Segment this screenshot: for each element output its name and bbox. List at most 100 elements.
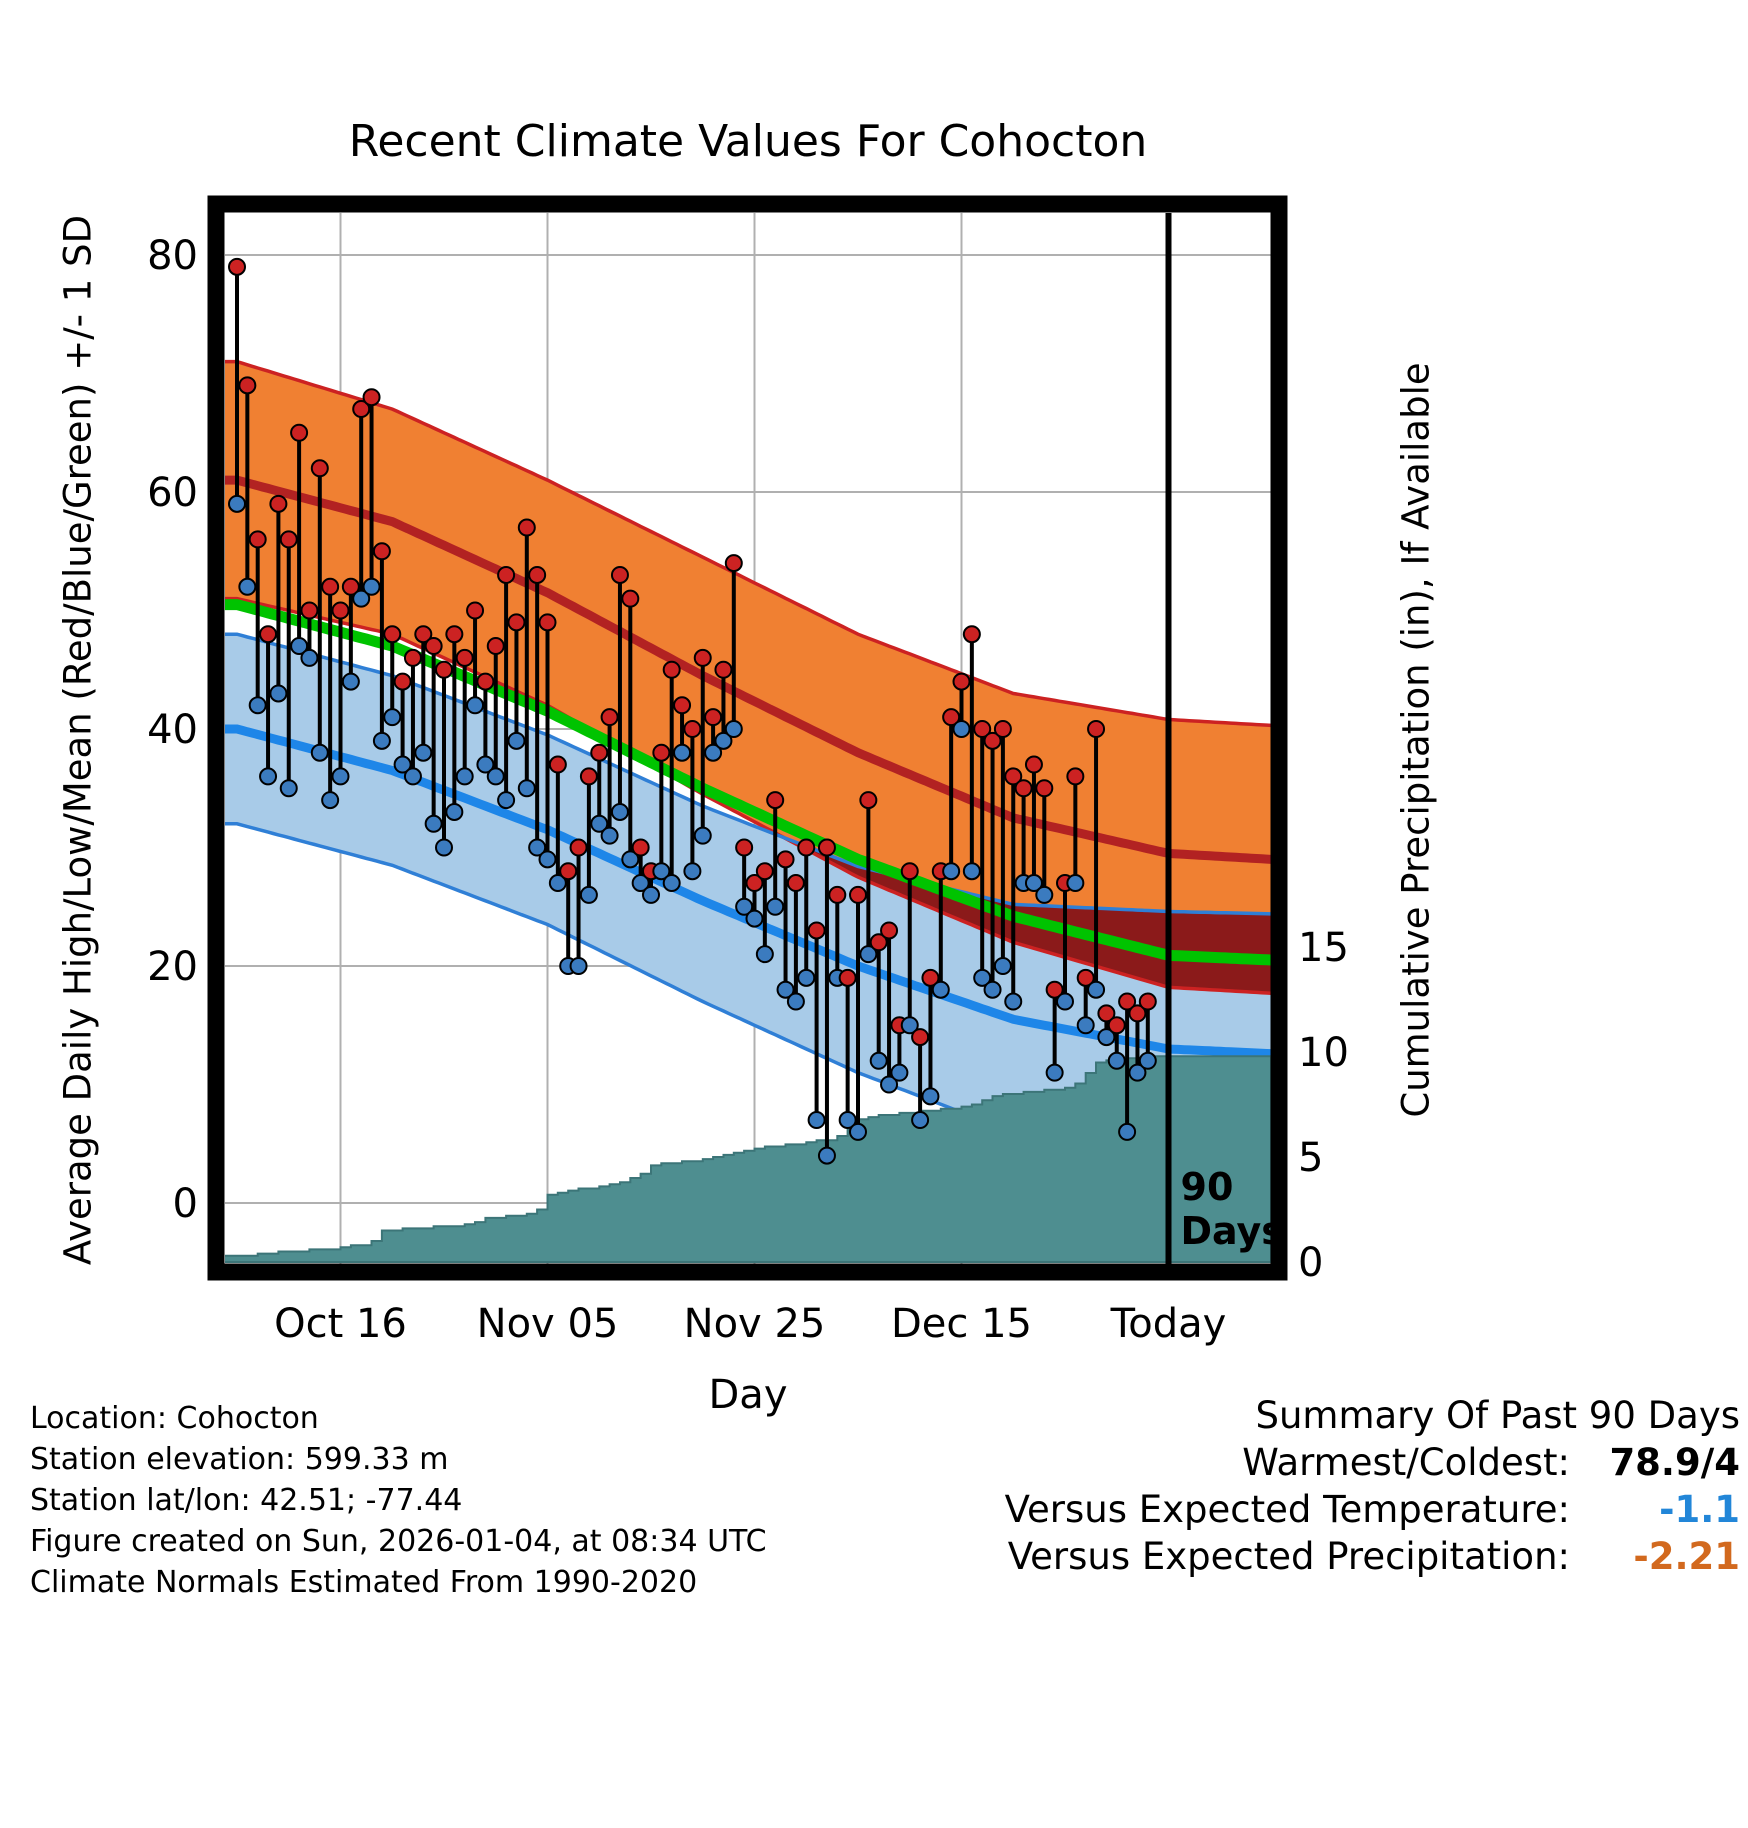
daily-low-dot (662, 874, 681, 893)
daily-high-dot (755, 862, 774, 881)
daily-high-dot (631, 838, 650, 857)
daily-high-dot (786, 874, 805, 893)
daily-low-dot (310, 743, 329, 762)
daily-low-dot (673, 743, 692, 762)
daily-high-dot (673, 696, 692, 715)
daily-high-dot (704, 708, 723, 727)
daily-high-dot (1107, 1016, 1126, 1035)
daily-low-dot (724, 720, 743, 738)
daily-high-dot (590, 743, 609, 762)
summary-value-warmest-coldest: 78.9/4 (1609, 1441, 1740, 1484)
summary-label: Warmest/Coldest: (1242, 1441, 1570, 1484)
daily-high-dot (435, 660, 453, 679)
daily-low-dot (1035, 885, 1054, 904)
daily-high-dot (1087, 720, 1106, 738)
y-left-tick-label: 20 (147, 944, 198, 990)
daily-high-dot (838, 968, 857, 987)
daily-high-dot (248, 530, 267, 549)
summary-block: Summary Of Past 90 Days Warmest/Coldest:… (1005, 1392, 1740, 1580)
daily-low-dot (797, 968, 816, 987)
daily-high-dot (610, 565, 629, 584)
daily-high-dot (300, 601, 319, 620)
daily-high-dot (445, 625, 464, 644)
daily-low-dot (507, 731, 526, 750)
daily-high-dot (983, 731, 1002, 750)
daily-high-dot (900, 862, 919, 881)
daily-low-dot (538, 850, 557, 869)
daily-low-dot (269, 684, 288, 703)
daily-low-dot (341, 672, 360, 691)
summary-value-vs-precipitation: -2.21 (1633, 1535, 1740, 1578)
daily-low-dot (1128, 1063, 1147, 1082)
daily-high-dot (1024, 755, 1043, 774)
daily-low-dot (321, 791, 340, 810)
y-left-tick-label: 60 (147, 470, 198, 516)
daily-high-dot (362, 388, 381, 407)
daily-low-dot (1004, 992, 1023, 1011)
daily-low-dot (704, 743, 723, 762)
daily-high-dot (321, 577, 340, 596)
x-tick-label: Nov 25 (684, 1301, 826, 1347)
daily-high-dot (455, 648, 474, 667)
daily-low-dot (1056, 992, 1074, 1011)
daily-low-dot (993, 957, 1012, 975)
daily-low-dot (414, 743, 433, 762)
daily-high-dot (911, 1028, 930, 1047)
daily-low-dot (942, 862, 961, 881)
daily-high-dot (579, 767, 598, 786)
daily-high-dot (776, 850, 795, 869)
annotation-text: Days (1181, 1209, 1284, 1253)
daily-high-dot (507, 613, 526, 632)
daily-low-dot (859, 945, 878, 964)
daily-high-dot (538, 613, 557, 632)
daily-high-dot (952, 672, 971, 691)
daily-low-dot (279, 779, 298, 798)
daily-high-dot (290, 423, 309, 442)
daily-low-dot (973, 968, 992, 987)
daily-high-dot (807, 921, 826, 940)
y-left-tick-label: 80 (147, 233, 198, 279)
daily-low-dot (983, 980, 1002, 999)
x-tick-label: Oct 16 (274, 1301, 407, 1347)
daily-low-dot (755, 945, 774, 964)
daily-high-dot (269, 494, 288, 513)
daily-low-dot (362, 577, 381, 596)
daily-high-dot (652, 743, 671, 762)
daily-high-dot (569, 838, 588, 857)
daily-high-dot (1004, 767, 1023, 786)
daily-low-dot (890, 1063, 909, 1082)
daily-low-dot (372, 731, 391, 750)
daily-bars (228, 257, 1157, 1165)
daily-high-dot (466, 601, 485, 620)
daily-low-dot (683, 862, 702, 881)
daily-high-dot (383, 625, 402, 644)
daily-high-dot (1035, 779, 1054, 798)
daily-low-dot (455, 767, 474, 786)
daily-low-dot (569, 957, 588, 975)
daily-low-dot (290, 637, 309, 656)
daily-low-dot (331, 767, 350, 786)
daily-high-dot (683, 720, 702, 738)
daily-high-dot (921, 968, 940, 987)
daily-low-dot (631, 874, 650, 893)
daily-low-dot (880, 1075, 899, 1094)
summary-label: Versus Expected Temperature: (1004, 1488, 1570, 1531)
daily-high-dot (724, 554, 743, 573)
y-axis-right-title: Cumulative Precipitation (in), If Availa… (1394, 362, 1438, 1118)
daily-low-dot (1045, 1063, 1064, 1082)
footer-line-elevation: Station elevation: 599.33 m (30, 1442, 449, 1477)
daily-high-dot (662, 660, 681, 679)
daily-high-dot (1097, 1004, 1116, 1023)
daily-low-dot (383, 708, 402, 727)
daily-high-dot (1128, 1004, 1147, 1023)
daily-low-dot (300, 648, 319, 667)
y-left-tick-label: 0 (173, 1181, 198, 1227)
daily-high-dot (735, 838, 754, 857)
daily-high-dot (548, 755, 567, 774)
y-right-tick-label: 5 (1298, 1135, 1323, 1181)
daily-high-dot (714, 660, 733, 679)
y-axis-left-title: Average Daily High/Low/Mean (Red/Blue/Gr… (56, 214, 100, 1266)
x-axis-title: Day (708, 1372, 788, 1418)
daily-low-dot (1097, 1028, 1116, 1047)
daily-low-dot (766, 897, 785, 916)
